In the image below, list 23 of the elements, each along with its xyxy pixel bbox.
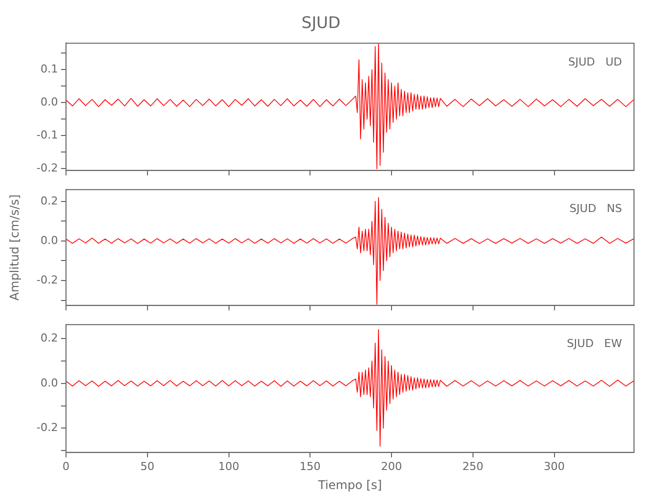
y-tick-label: 0.2 — [40, 331, 58, 344]
y-tick-label: 0.2 — [40, 194, 58, 208]
y-tick-label: -0.2 — [36, 273, 58, 286]
y-tick-label: -0.1 — [36, 128, 58, 142]
chart-title: SJUD — [302, 12, 340, 32]
y-tick-label: -0.2 — [36, 421, 58, 434]
x-axis-title: Tiempo [s] — [317, 478, 382, 492]
x-tick-label: 50 — [140, 460, 154, 473]
y-tick-label: 0.1 — [40, 62, 58, 76]
x-tick-label: 0 — [62, 460, 70, 473]
x-tick-label: 100 — [218, 460, 240, 473]
annotation: SJUD NS — [570, 202, 622, 215]
x-tick-label: 150 — [300, 460, 321, 473]
y-tick-label: 0.0 — [40, 96, 58, 109]
x-tick-label: 300 — [544, 460, 565, 473]
x-tick-label: 250 — [462, 460, 484, 473]
annotation: SJUD EW — [566, 336, 622, 350]
annotation: SJUD UD — [568, 56, 622, 69]
x-tick-label: 200 — [381, 460, 402, 473]
y-axis-title: Amplitud [cm/s/s] — [7, 194, 22, 301]
y-tick-label: 0.0 — [40, 376, 58, 390]
y-tick-label: 0.0 — [40, 234, 58, 247]
y-tick-label: -0.2 — [36, 162, 58, 175]
